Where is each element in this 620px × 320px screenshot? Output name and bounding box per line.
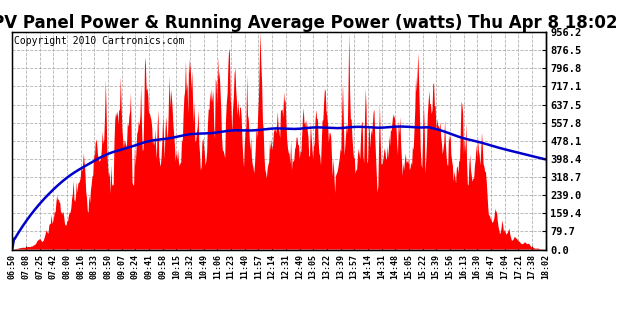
- Title: Total PV Panel Power & Running Average Power (watts) Thu Apr 8 18:02: Total PV Panel Power & Running Average P…: [0, 14, 618, 32]
- Text: Copyright 2010 Cartronics.com: Copyright 2010 Cartronics.com: [14, 36, 184, 46]
